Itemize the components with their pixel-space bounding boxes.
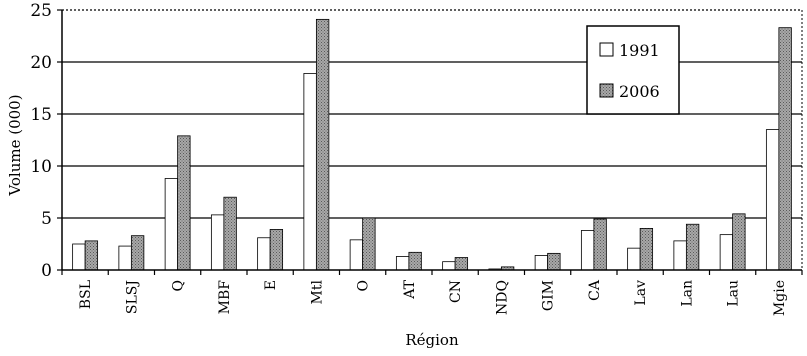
bar-2006-CN	[454, 257, 469, 271]
bar-2006-Mtl	[315, 18, 330, 271]
x-tick-label-NDQ: NDQ	[494, 280, 510, 315]
x-tick-label-BSL: BSL	[78, 280, 94, 309]
y-tick-labels: 0 5 10 15 20 25	[30, 1, 52, 281]
x-tick-labels: BSL SLSJ Q MBF E Mtl O AT CN NDQ GIM CA Lav Lan Lau Mgi…	[78, 279, 788, 316]
bar-2006-Mgie	[778, 27, 792, 271]
x-tick-label-SLSJ: SLSJ	[124, 280, 140, 314]
bars	[72, 18, 792, 271]
legend-label-1991: 1991	[619, 41, 660, 60]
bar-1991-BSL	[72, 243, 86, 271]
bar-1991-O	[349, 239, 364, 271]
bar-2006-CA	[593, 218, 607, 271]
x-tick-label-MBF: MBF	[217, 280, 233, 315]
x-tick-label-Lau: Lau	[726, 280, 742, 307]
x-tick-label-CA: CA	[587, 279, 603, 301]
x-tick-label-Lan: Lan	[679, 280, 695, 307]
bar-1991-CN	[442, 261, 456, 271]
bar-2006-GIM	[547, 252, 561, 271]
bar-2006-O	[362, 217, 376, 271]
x-tick-label-GIM: GIM	[541, 280, 557, 311]
x-tick-label-Lav: Lav	[633, 280, 649, 306]
bar-2006-Q	[177, 135, 191, 271]
bar-2006-MBF	[223, 196, 237, 271]
y-tick-label: 20	[30, 53, 52, 73]
bar-1991-Mtl	[303, 73, 317, 271]
axes	[57, 9, 803, 275]
y-tick-label: 10	[30, 157, 52, 177]
x-tick-label-Mtl: Mtl	[309, 279, 325, 304]
bar-1991-Mgie	[765, 129, 780, 271]
legend: 1991 2006	[586, 25, 680, 115]
bar-2006-AT	[408, 251, 422, 271]
bar-1991-Lan	[673, 240, 687, 271]
bar-1991-E	[257, 237, 271, 271]
y-tick-label: 25	[30, 1, 52, 21]
bar-2006-Lav	[639, 227, 654, 271]
x-tick-label-Mgie: Mgie	[772, 280, 788, 316]
legend-swatch-1991	[599, 42, 614, 57]
bar-1991-CA	[580, 230, 595, 271]
x-tick-label-CN: CN	[448, 280, 464, 303]
bar-1991-AT	[395, 256, 410, 271]
y-tick-label: 15	[30, 105, 52, 125]
bar-1991-Lav	[627, 247, 641, 271]
bar-1991-GIM	[534, 255, 549, 271]
y-tick-label: 5	[41, 209, 52, 229]
x-tick-label-AT: AT	[402, 279, 418, 299]
x-tick-label-E: E	[263, 280, 279, 290]
y-tick-label: 0	[41, 261, 52, 281]
bar-1991-Lau	[719, 234, 734, 271]
bar-1991-Q	[164, 178, 179, 271]
x-tick-label-O: O	[356, 280, 372, 291]
y-axis-label: Volume (000)	[6, 94, 24, 196]
legend-box	[586, 25, 680, 115]
bar-2006-E	[269, 229, 284, 271]
bar-2006-Lau	[732, 213, 746, 271]
bar-1991-SLSJ	[118, 245, 132, 271]
bar-2006-Lan	[685, 223, 700, 271]
x-axis-label: Région	[405, 331, 459, 349]
bar-2006-BSL	[84, 240, 99, 271]
bar-2006-SLSJ	[130, 235, 145, 271]
legend-label-2006: 2006	[619, 82, 660, 101]
x-tick-label-Q: Q	[171, 280, 187, 291]
legend-swatch-2006	[599, 83, 614, 98]
bar-1991-MBF	[210, 214, 225, 271]
